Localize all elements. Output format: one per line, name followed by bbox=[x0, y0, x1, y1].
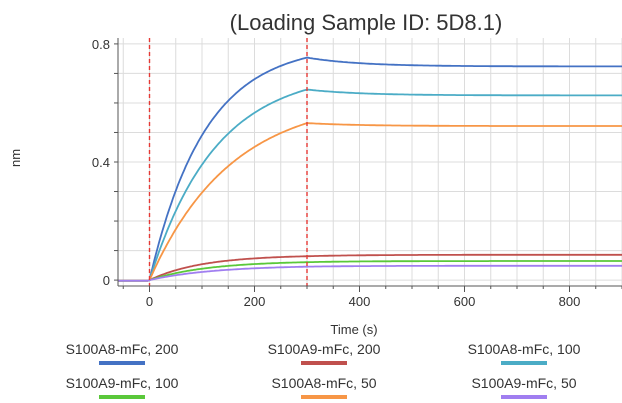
series-line-1 bbox=[118, 253, 622, 282]
legend-label-0: S100A8-mFc, 200 bbox=[66, 341, 179, 357]
y-tick-label: 0 bbox=[103, 273, 110, 288]
series-line-4 bbox=[118, 122, 622, 282]
x-tick-label: 200 bbox=[244, 294, 266, 309]
x-tick-label: 0 bbox=[146, 294, 153, 309]
legend-label-1: S100A9-mFc, 200 bbox=[268, 341, 381, 357]
chart-title: (Loading Sample ID: 5D8.1) bbox=[230, 10, 503, 35]
y-tick-label: 0.4 bbox=[92, 155, 110, 170]
grid bbox=[118, 38, 622, 286]
y-axis-label: nm bbox=[8, 149, 23, 167]
series-line-3 bbox=[118, 260, 622, 282]
series-layer bbox=[118, 56, 622, 282]
legend-label-3: S100A9-mFc, 100 bbox=[66, 375, 179, 391]
legend: S100A8-mFc, 200 S100A9-mFc, 200 S100A8-mFc… bbox=[66, 341, 581, 399]
legend-label-5: S100A9-mFc, 50 bbox=[471, 375, 576, 391]
x-axis-label: Time (s) bbox=[330, 322, 377, 337]
axes: 0 200 400 600 800 0 0.4 0.8 bbox=[92, 37, 622, 309]
y-tick-label: 0.8 bbox=[92, 37, 110, 52]
legend-label-4: S100A8-mFc, 50 bbox=[271, 375, 376, 391]
x-tick-label: 800 bbox=[559, 294, 581, 309]
series-line-0 bbox=[118, 56, 622, 282]
legend-label-2: S100A8-mFc, 100 bbox=[468, 341, 581, 357]
x-tick-label: 400 bbox=[349, 294, 371, 309]
x-tick-label: 600 bbox=[454, 294, 476, 309]
series-line-5 bbox=[118, 264, 622, 282]
series-line-2 bbox=[118, 88, 622, 282]
event-lines bbox=[148, 38, 308, 286]
